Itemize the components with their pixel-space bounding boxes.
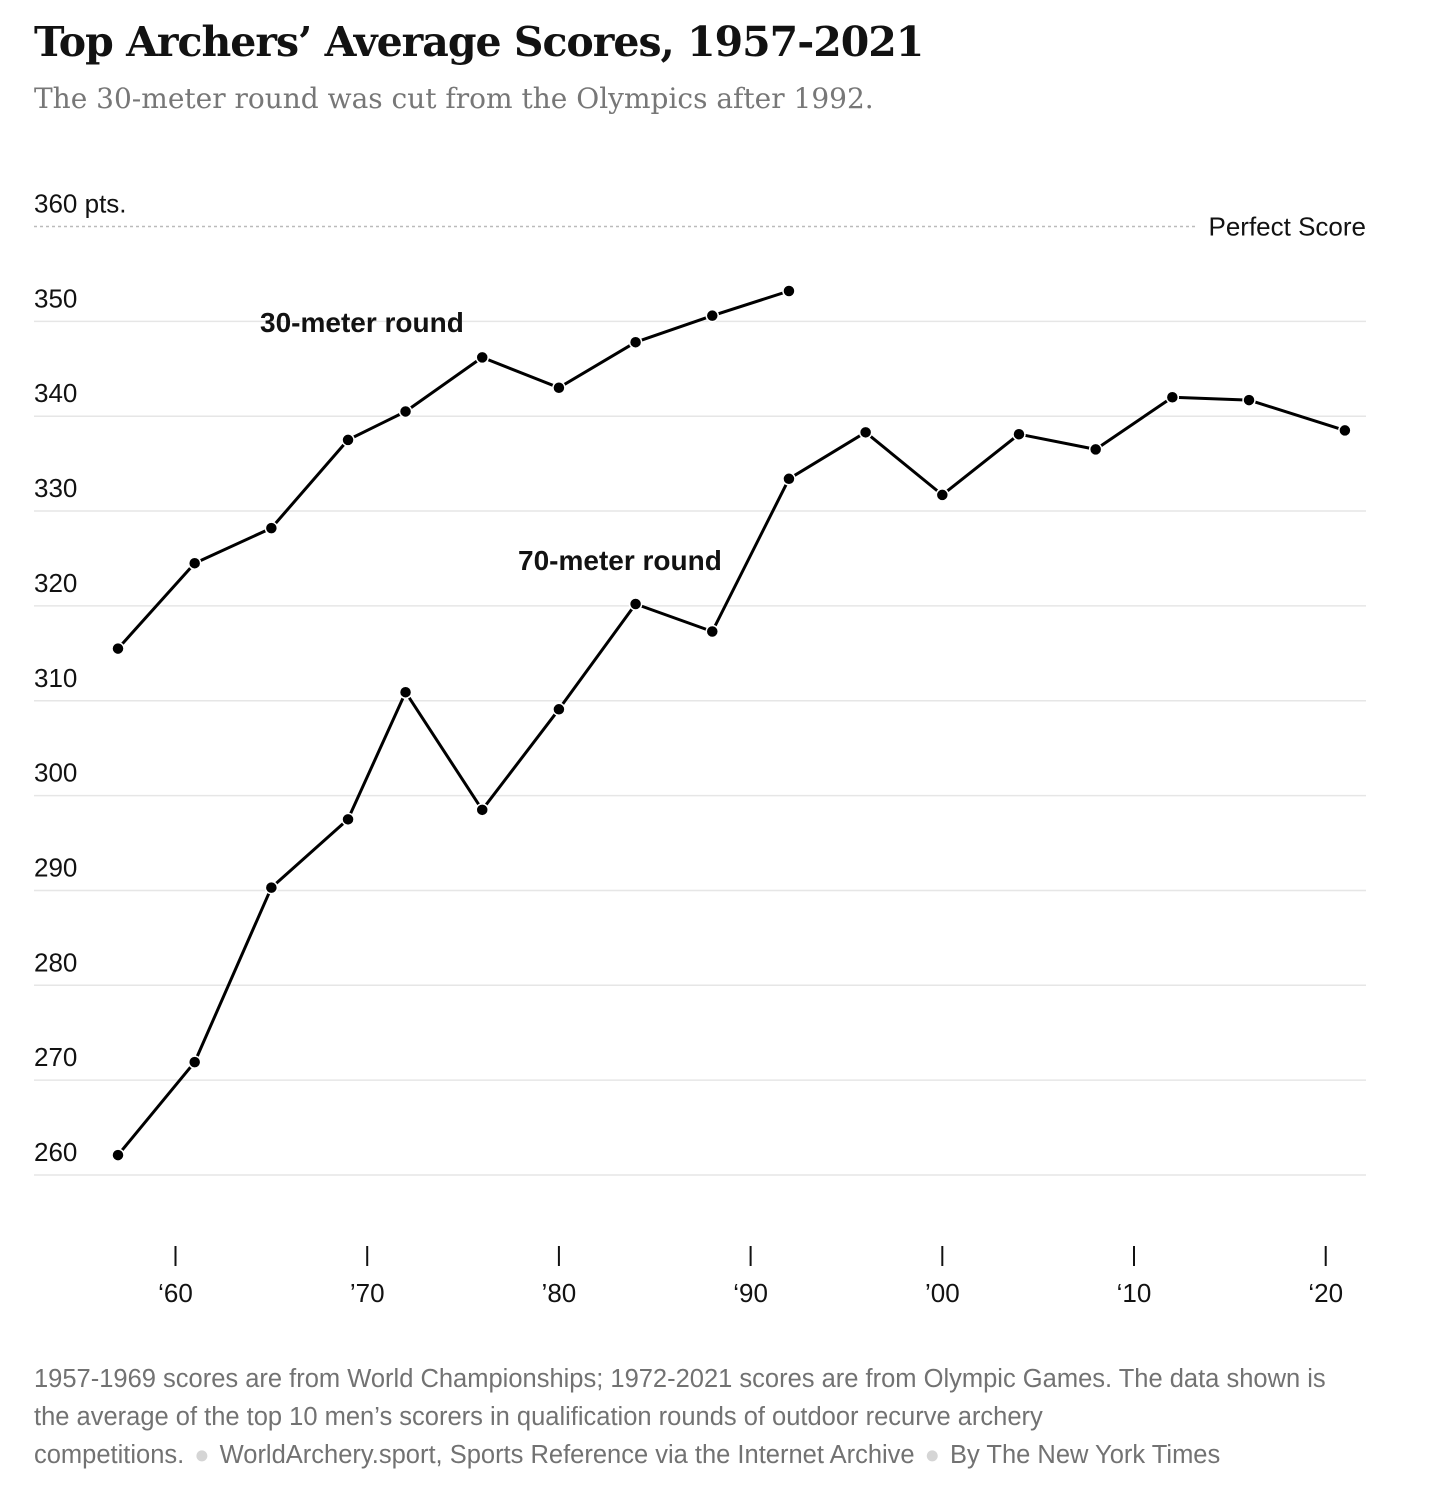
series-label: 70-meter round bbox=[518, 545, 722, 576]
byline: By The New York Times bbox=[950, 1441, 1221, 1469]
data-point bbox=[1165, 390, 1180, 404]
data-point bbox=[341, 433, 355, 447]
gridlines bbox=[34, 225, 1366, 1176]
data-point bbox=[552, 702, 566, 717]
series-labels: 30-meter round 70-meter round bbox=[260, 307, 722, 576]
data-point bbox=[628, 335, 643, 349]
data-point bbox=[1012, 427, 1026, 441]
data-point bbox=[475, 803, 489, 817]
x-tick-label: ‘10 bbox=[1117, 1278, 1152, 1308]
line-chart: 360 pts. 350 340 330 320 310 300 290 280 270 260 Pe… bbox=[34, 189, 1366, 1308]
perfect-score-label: Perfect Score bbox=[1208, 212, 1366, 242]
y-axis-labels: 360 pts. 350 340 330 320 310 300 290 280 270 260 Pe… bbox=[34, 189, 1366, 1168]
chart-footnote: 1957-1969 scores are from World Champion… bbox=[34, 1360, 1354, 1474]
y-tick-label: 280 bbox=[34, 947, 77, 977]
data-point bbox=[1088, 442, 1103, 457]
y-tick-label: 300 bbox=[34, 758, 77, 788]
data-point bbox=[935, 488, 950, 502]
data-point bbox=[264, 521, 279, 535]
data-point bbox=[111, 641, 125, 656]
data-point bbox=[705, 624, 720, 639]
x-tick-label: ‘20 bbox=[1308, 1278, 1343, 1308]
data-point bbox=[628, 597, 643, 611]
x-tick-label: ’00 bbox=[925, 1278, 960, 1308]
data-point bbox=[341, 812, 355, 827]
x-tick-label: ‘90 bbox=[733, 1278, 768, 1308]
y-tick-label: 360 pts. bbox=[34, 189, 127, 219]
separator-dot-icon: ● bbox=[924, 1441, 941, 1469]
footnote-text: 1957-1969 scores are from World Champion… bbox=[34, 1365, 1326, 1469]
y-tick-label: 310 bbox=[34, 663, 77, 693]
data-point bbox=[398, 685, 413, 699]
x-axis: ‘60 ’70 ’80 ‘90 ’00 ‘10 ‘20 bbox=[158, 1246, 1343, 1308]
data-point bbox=[264, 880, 279, 895]
y-tick-label: 260 bbox=[34, 1137, 77, 1167]
data-point bbox=[1242, 393, 1256, 407]
x-tick-label: ’70 bbox=[350, 1278, 385, 1308]
series-line bbox=[116, 289, 790, 650]
data-point bbox=[398, 404, 413, 419]
data-point bbox=[475, 350, 489, 365]
data-point bbox=[782, 284, 796, 298]
x-tick-label: ‘60 bbox=[158, 1278, 193, 1308]
y-tick-label: 340 bbox=[34, 378, 77, 408]
data-point bbox=[111, 1148, 125, 1162]
data-point bbox=[705, 308, 720, 323]
y-tick-label: 270 bbox=[34, 1042, 77, 1072]
data-point bbox=[1338, 423, 1352, 438]
separator-dot-icon: ● bbox=[194, 1441, 210, 1469]
y-tick-label: 290 bbox=[34, 852, 77, 882]
data-point bbox=[552, 380, 566, 395]
x-tick-label: ’80 bbox=[542, 1278, 577, 1308]
y-tick-label: 330 bbox=[34, 473, 77, 503]
y-tick-label: 320 bbox=[34, 568, 77, 598]
series-label: 30-meter round bbox=[260, 307, 464, 338]
data-point bbox=[187, 1055, 202, 1069]
source-text: WorldArchery.sport, Sports Reference via… bbox=[219, 1441, 915, 1469]
chart-title: Top Archers’ Average Scores, 1957-2021 bbox=[34, 18, 924, 66]
chart-subtitle: The 30-meter round was cut from the Olym… bbox=[34, 82, 874, 115]
data-point bbox=[858, 425, 873, 440]
series-lines bbox=[111, 284, 1352, 1162]
data-point bbox=[782, 472, 796, 486]
y-tick-label: 350 bbox=[34, 283, 77, 313]
data-point bbox=[187, 556, 202, 570]
